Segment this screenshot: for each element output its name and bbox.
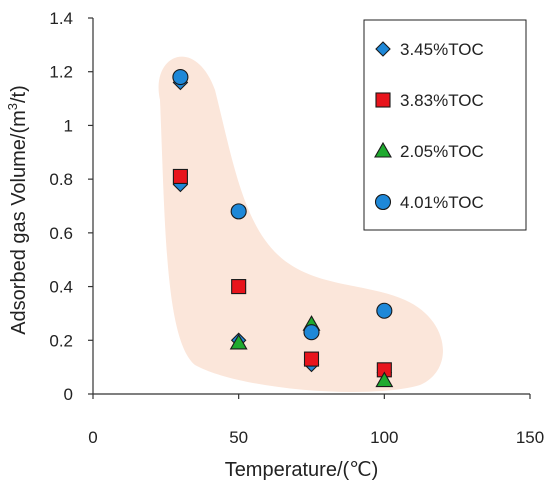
y-axis-title-superscript: 3 (5, 103, 20, 110)
data-point-circle (230, 203, 247, 220)
y-tick-label: 0.2 (49, 331, 73, 350)
y-tick-label: 0.6 (49, 224, 73, 243)
shaded-region (158, 56, 443, 393)
x-tick-label: 150 (516, 428, 544, 447)
y-tick-label: 1 (64, 116, 73, 135)
y-tick-labels: 0 0.2 0.4 0.6 0.8 1 1.2 1.4 (49, 9, 93, 404)
legend-marker-circle (374, 193, 392, 211)
data-points (172, 69, 394, 388)
data-point-square (303, 351, 320, 367)
data-point-triangle (229, 333, 248, 350)
data-point-triangle (375, 371, 394, 388)
data-point-circle (172, 69, 189, 86)
x-tick-label: 100 (370, 428, 398, 447)
y-tick-label: 0.4 (49, 278, 73, 297)
x-tick-label: 0 (88, 428, 97, 447)
legend: 3.45%TOC 3.83%TOC 2.05%TOC 4.01%TOC (363, 19, 527, 231)
legend-label: 3.45%TOC (400, 40, 484, 59)
y-tick-label: 0 (64, 385, 73, 404)
legend-marker-diamond (375, 41, 391, 57)
x-tick-labels: 0 50 100 150 (88, 394, 544, 447)
y-axis-title-main: Adsorbed gas Volume/(m (8, 110, 30, 335)
data-point-circle (303, 324, 320, 341)
legend-marker-square (375, 92, 391, 108)
legend-marker-triangle (374, 141, 392, 158)
axes (92, 18, 530, 395)
x-axis-title: Temperature/(℃) (225, 459, 379, 481)
y-tick-label: 0.8 (49, 170, 73, 189)
data-point-circle (376, 302, 393, 319)
y-tick-label: 1.2 (49, 63, 73, 82)
legend-label: 4.01%TOC (400, 193, 484, 212)
legend-box (363, 19, 527, 231)
legend-label: 2.05%TOC (400, 142, 484, 161)
y-tick-label: 1.4 (49, 9, 73, 28)
data-point-square (231, 279, 247, 295)
y-axis-title-tail: /t) (8, 85, 30, 103)
data-point-square (172, 168, 188, 185)
legend-label: 3.83%TOC (400, 91, 484, 110)
x-tick-label: 50 (229, 428, 248, 447)
y-axis-title: Adsorbed gas Volume/(m3/t) (5, 85, 30, 335)
